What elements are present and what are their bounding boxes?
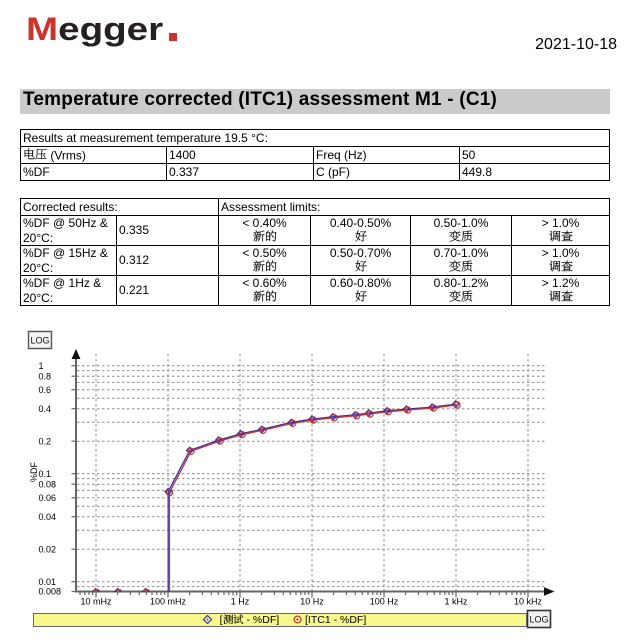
svg-text:1 kHz: 1 kHz	[444, 597, 468, 607]
svg-text:0.02: 0.02	[39, 544, 57, 554]
svg-text:0.8: 0.8	[39, 371, 52, 381]
svg-text:0.008: 0.008	[39, 587, 62, 597]
svg-text:LOG: LOG	[30, 336, 49, 346]
svg-text:10 Hz: 10 Hz	[300, 597, 324, 607]
svg-text:0.2: 0.2	[39, 436, 52, 446]
svg-text:100 Hz: 100 Hz	[370, 597, 399, 607]
svg-text:10 mHz: 10 mHz	[80, 597, 112, 607]
svg-text:0.4: 0.4	[39, 404, 52, 414]
svg-text:LOG: LOG	[529, 615, 548, 625]
svg-text:0.1: 0.1	[39, 469, 52, 479]
svg-text:%DF: %DF	[29, 461, 39, 482]
svg-text:0.04: 0.04	[39, 512, 57, 522]
svg-text:0.06: 0.06	[39, 493, 57, 503]
svg-text:0.08: 0.08	[39, 479, 57, 489]
svg-text:1: 1	[39, 361, 44, 371]
svg-text:0.01: 0.01	[39, 577, 57, 587]
svg-text:100 mHz: 100 mHz	[150, 597, 187, 607]
svg-text:0.6: 0.6	[39, 385, 52, 395]
svg-text:1 Hz: 1 Hz	[231, 597, 250, 607]
svg-text:10 kHz: 10 kHz	[514, 597, 543, 607]
